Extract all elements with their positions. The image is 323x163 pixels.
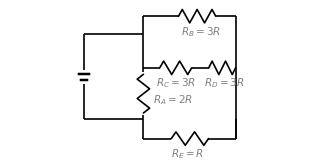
- Text: $R_\mathregular{B}=3R$: $R_\mathregular{B}=3R$: [181, 25, 221, 39]
- Text: $R_\mathregular{A}=2R$: $R_\mathregular{A}=2R$: [153, 93, 193, 107]
- Text: $R_\mathregular{D}=3R$: $R_\mathregular{D}=3R$: [204, 76, 245, 90]
- Text: $R_\mathregular{E}=R$: $R_\mathregular{E}=R$: [171, 147, 204, 161]
- Text: $R_\mathregular{C}=3R$: $R_\mathregular{C}=3R$: [156, 76, 196, 90]
